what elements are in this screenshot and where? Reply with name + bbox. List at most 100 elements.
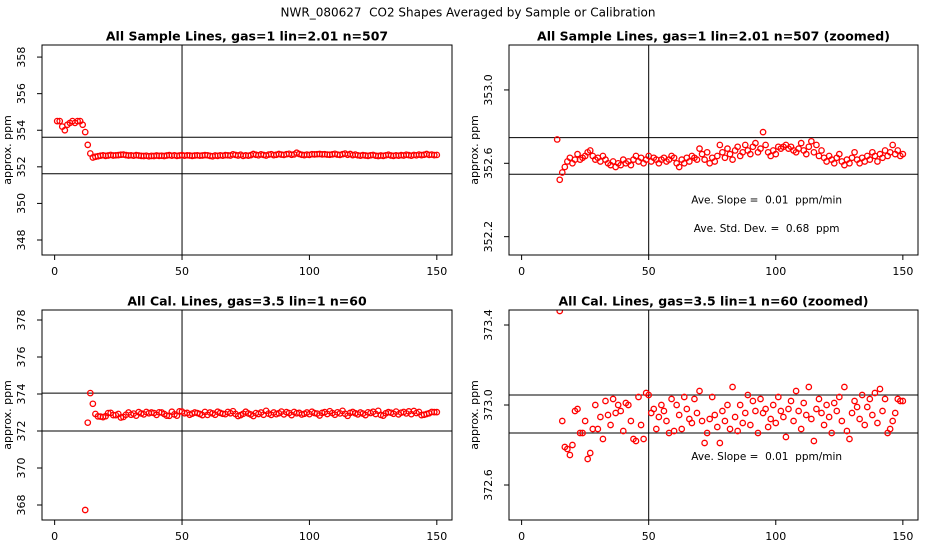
y-tick-label: 356 bbox=[15, 83, 28, 104]
point bbox=[678, 425, 686, 433]
point bbox=[617, 407, 625, 415]
point bbox=[894, 147, 902, 154]
point bbox=[686, 158, 693, 165]
point bbox=[640, 435, 647, 443]
point bbox=[691, 395, 698, 403]
point bbox=[556, 176, 564, 184]
point bbox=[835, 150, 843, 158]
point bbox=[703, 429, 711, 437]
panel-title: All Cal. Lines, gas=3.5 lin=1 n=60 (zoom… bbox=[559, 294, 869, 309]
point bbox=[724, 145, 731, 152]
x-tick-label: 0 bbox=[518, 530, 525, 540]
x-tick-label: 150 bbox=[892, 265, 913, 278]
plot-area bbox=[509, 45, 918, 255]
point bbox=[430, 151, 438, 159]
point bbox=[805, 143, 813, 151]
y-tick-label: 373.0 bbox=[482, 389, 495, 421]
point bbox=[579, 429, 586, 437]
point bbox=[739, 419, 747, 427]
point bbox=[586, 147, 594, 154]
point bbox=[701, 156, 708, 163]
point bbox=[785, 405, 792, 413]
point bbox=[731, 413, 739, 421]
point bbox=[825, 413, 833, 421]
x-tick-label: 100 bbox=[765, 265, 786, 278]
point bbox=[604, 411, 612, 419]
point bbox=[848, 409, 856, 417]
point bbox=[772, 419, 780, 427]
point bbox=[797, 139, 805, 147]
point bbox=[726, 425, 734, 433]
point bbox=[871, 389, 879, 397]
point bbox=[792, 387, 800, 395]
point bbox=[619, 427, 627, 435]
point bbox=[53, 117, 61, 125]
point bbox=[680, 393, 688, 401]
point bbox=[627, 161, 635, 169]
x-tick-label: 150 bbox=[426, 530, 447, 540]
point bbox=[719, 148, 726, 156]
x-tick-label: 150 bbox=[892, 530, 913, 540]
point bbox=[741, 409, 749, 417]
point bbox=[713, 423, 721, 431]
point bbox=[846, 435, 853, 443]
point bbox=[673, 401, 680, 409]
point bbox=[581, 417, 589, 425]
plot-area bbox=[42, 310, 452, 520]
point bbox=[721, 154, 729, 162]
point bbox=[561, 163, 569, 171]
point bbox=[896, 397, 904, 405]
y-tick-label: 373.4 bbox=[482, 309, 495, 341]
figure-title: NWR_080627 CO2 Shapes Averaged by Sample… bbox=[281, 6, 656, 20]
point bbox=[693, 156, 701, 163]
point bbox=[881, 395, 889, 403]
point bbox=[752, 139, 759, 147]
point bbox=[851, 148, 858, 156]
point bbox=[670, 154, 678, 162]
point bbox=[706, 415, 714, 423]
plot-area bbox=[509, 310, 918, 520]
point bbox=[635, 393, 642, 401]
point bbox=[734, 143, 741, 151]
point bbox=[81, 506, 89, 514]
y-axis-label: approx. ppm bbox=[468, 115, 481, 185]
point bbox=[886, 425, 894, 433]
point bbox=[866, 156, 874, 163]
plot-area bbox=[42, 45, 452, 255]
point bbox=[856, 415, 863, 423]
point bbox=[762, 405, 769, 413]
point bbox=[564, 445, 571, 453]
point bbox=[86, 389, 94, 397]
point bbox=[853, 403, 861, 411]
panel: All Cal. Lines, gas=3.5 lin=1 n=60 approx… bbox=[1, 294, 453, 540]
point bbox=[747, 421, 754, 429]
point bbox=[696, 145, 703, 152]
annotation: Ave. Slope = 0.01 ppm/min bbox=[691, 194, 842, 206]
point bbox=[553, 136, 561, 143]
point bbox=[835, 393, 843, 401]
point bbox=[749, 397, 757, 405]
y-tick-label: 352.2 bbox=[482, 221, 495, 253]
y-tick-label: 374 bbox=[15, 384, 28, 405]
x-tick-label: 150 bbox=[426, 265, 447, 278]
y-tick-label: 350 bbox=[15, 193, 28, 214]
point bbox=[79, 121, 87, 129]
point bbox=[163, 412, 171, 419]
point bbox=[433, 408, 441, 416]
annotation: Ave. Std. Dev. = 0.68 ppm bbox=[694, 223, 840, 235]
point bbox=[759, 128, 767, 136]
point bbox=[808, 415, 815, 423]
point bbox=[81, 128, 89, 136]
point bbox=[810, 148, 818, 156]
point bbox=[584, 455, 592, 463]
point bbox=[833, 407, 841, 415]
point bbox=[645, 391, 653, 399]
point bbox=[594, 425, 602, 433]
point bbox=[713, 152, 721, 160]
point bbox=[823, 401, 830, 409]
point bbox=[818, 409, 825, 417]
point bbox=[597, 413, 604, 421]
point bbox=[889, 141, 897, 149]
point bbox=[675, 411, 683, 419]
